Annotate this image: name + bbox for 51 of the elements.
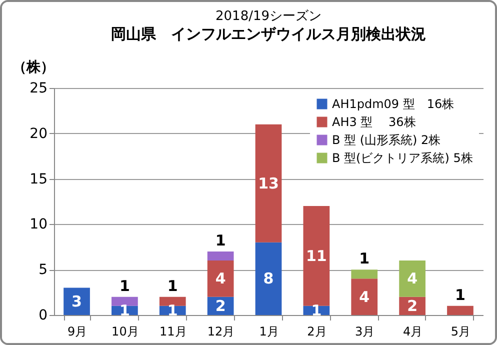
x-tick-label: 9月: [67, 324, 88, 338]
y-tick-label: 25: [30, 80, 48, 96]
chart-subtitle: 岡山県 インフルエンザウイルス月別検出状況: [111, 25, 426, 43]
x-tick-label: 4月: [402, 324, 423, 338]
data-label: 1: [119, 276, 130, 295]
data-label: 2: [215, 296, 226, 315]
x-tick-label: 1月: [259, 324, 279, 338]
bar: [207, 251, 234, 261]
bar: [255, 242, 282, 315]
bar: [255, 124, 282, 242]
data-label: 2: [407, 296, 418, 315]
data-label: 4: [359, 288, 370, 306]
bar: [112, 296, 138, 306]
bar: [207, 260, 234, 297]
x-tick-label: 3月: [355, 324, 375, 338]
data-label: 13: [258, 174, 279, 192]
data-label: 1: [215, 231, 226, 250]
data-label: 1: [311, 301, 322, 320]
data-label: 1: [167, 301, 178, 320]
y-tick-label: 10: [30, 216, 48, 233]
legend-label: B 型(ビクトリア系統) 5株: [332, 151, 473, 165]
data-label: 3: [72, 292, 82, 310]
data-label: 1: [167, 276, 178, 295]
x-tick-label: 2月: [307, 324, 327, 338]
x-tick-label: 5月: [450, 324, 471, 338]
bar: [159, 296, 186, 306]
data-label: 8: [263, 270, 274, 288]
data-label: 1: [119, 301, 130, 320]
data-label: 1: [455, 286, 466, 304]
bar: [351, 278, 378, 315]
chart-title: 2018/19シーズン: [215, 9, 322, 24]
bar: [351, 270, 378, 279]
y-tick-label: 0: [38, 308, 48, 324]
data-label: 11: [306, 246, 327, 265]
legend-label: B 型 (山形系統) 2株: [332, 133, 441, 147]
data-label: 1: [359, 250, 370, 268]
bar: [64, 288, 90, 315]
bar: [303, 206, 330, 306]
y-tick-label: 5: [38, 262, 48, 278]
x-tick-label: 11月: [159, 324, 187, 338]
x-tick-label: 10月: [112, 324, 139, 338]
legend-label: AH3 型 36株: [332, 115, 416, 129]
y-axis-title: （株）: [12, 60, 54, 76]
data-label: 4: [215, 270, 226, 288]
legend-label: AH1pdm09 型 16株: [332, 97, 454, 111]
data-label: 4: [407, 270, 418, 288]
x-tick-label: 12月: [207, 324, 235, 338]
bar: [399, 260, 426, 297]
bar: [447, 306, 474, 315]
y-tick-label: 20: [30, 126, 48, 142]
y-tick-label: 15: [30, 171, 48, 188]
